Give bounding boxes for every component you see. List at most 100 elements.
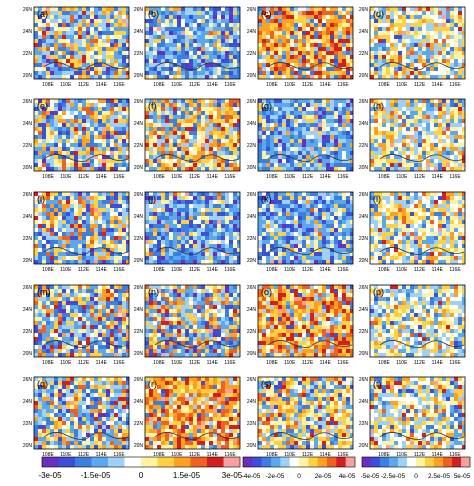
lon-tick-label: 116E <box>337 174 349 180</box>
lon-tick-label: 110E <box>171 82 183 88</box>
map-panel-h: (h) 26N 24N 22N 20N 108E 110E 112E 114E 116E <box>359 98 466 180</box>
coastline <box>43 432 129 440</box>
lat-tick-label: 22N <box>359 421 369 427</box>
lon-tick-label: 112E <box>78 174 90 180</box>
colorbar-swatch <box>157 457 175 467</box>
lat-tick-label: 24N <box>247 29 257 35</box>
map-panel-d: (d) 26N 24N 22N 20N 108E 110E 112E 114E 116E <box>359 6 466 88</box>
lon-tick-label: 112E <box>414 267 426 273</box>
lon-tick-label: 110E <box>60 267 72 273</box>
lon-tick-label: 108E <box>42 267 54 273</box>
lon-tick-label: 112E <box>189 174 201 180</box>
colorbar-swatch <box>108 457 125 467</box>
lon-tick-label: 116E <box>449 360 461 366</box>
lat-tick-label: 20N <box>134 258 144 264</box>
coastline <box>267 247 353 255</box>
coastline <box>379 340 465 348</box>
lat-tick-label: 26N <box>134 99 144 105</box>
colorbar-tick-label: 0 <box>414 473 418 480</box>
coastline <box>154 247 240 255</box>
lat-tick-label: 22N <box>247 236 257 242</box>
lon-tick-label: 112E <box>414 174 426 180</box>
lon-tick-label: 116E <box>337 452 349 458</box>
lat-tick-label: 26N <box>359 377 369 383</box>
colorbar-cb1: -3e-05 -1.5e-05 0 1.5e-05 3e-05 <box>38 456 243 480</box>
panel-label: (h) <box>373 101 384 111</box>
colorbar-swatch <box>327 457 337 467</box>
lat-tick-label: 26N <box>134 7 144 13</box>
lat-tick-label: 24N <box>359 307 369 313</box>
lon-tick-label: 112E <box>414 360 426 366</box>
lat-tick-label: 22N <box>23 236 33 242</box>
lat-tick-label: 26N <box>247 377 257 383</box>
lat-tick-label: 22N <box>23 143 33 149</box>
colorbar-swatch <box>380 457 390 467</box>
lon-tick-label: 110E <box>396 452 408 458</box>
colorbar-swatch <box>58 457 76 467</box>
lon-tick-label: 116E <box>224 82 236 88</box>
lon-tick-label: 116E <box>449 174 461 180</box>
lon-tick-label: 108E <box>42 82 54 88</box>
field-map <box>34 7 129 79</box>
lat-tick-label: 22N <box>134 51 144 57</box>
lat-tick-label: 24N <box>359 399 369 405</box>
lon-tick-label: 108E <box>378 267 390 273</box>
field-map <box>145 285 240 357</box>
lon-tick-label: 114E <box>320 82 332 88</box>
lon-tick-label: 114E <box>207 452 219 458</box>
field-map <box>370 192 465 264</box>
lat-tick-label: 26N <box>134 192 144 198</box>
lat-tick-label: 26N <box>247 99 257 105</box>
panel-label: (t) <box>373 379 382 389</box>
lon-tick-label: 110E <box>171 174 183 180</box>
lat-tick-label: 20N <box>359 351 369 357</box>
lat-tick-label: 26N <box>247 7 257 13</box>
lon-tick-label: 112E <box>189 82 201 88</box>
lat-tick-label: 22N <box>247 421 257 427</box>
coastline <box>154 62 240 70</box>
lon-tick-label: 114E <box>320 174 332 180</box>
lat-tick-label: 22N <box>359 143 369 149</box>
lat-tick-label: 26N <box>23 7 33 13</box>
lon-tick-label: 114E <box>207 82 219 88</box>
lat-tick-label: 24N <box>359 214 369 220</box>
field-map <box>258 377 353 449</box>
colorbar-tick-label: 4e-05 <box>339 473 356 480</box>
lon-tick-label: 116E <box>224 452 236 458</box>
lat-tick-label: 22N <box>359 236 369 242</box>
lon-tick-label: 108E <box>266 360 278 366</box>
lat-tick-label: 20N <box>23 73 33 79</box>
colorbar-swatch <box>42 457 59 467</box>
lon-tick-label: 114E <box>96 174 108 180</box>
lon-tick-label: 116E <box>337 267 349 273</box>
field-map <box>145 192 240 264</box>
panel-label: (r) <box>148 379 157 389</box>
lon-tick-label: 108E <box>378 82 390 88</box>
lon-tick-label: 114E <box>207 174 219 180</box>
map-panel-g: (g) 26N 24N 22N 20N 108E 110E 112E 114E 116E <box>247 98 354 180</box>
lat-tick-label: 22N <box>134 421 144 427</box>
colorbar-swatch <box>299 457 309 467</box>
panel-label: (q) <box>37 379 48 389</box>
coastline <box>154 154 240 162</box>
lat-tick-label: 20N <box>23 443 33 449</box>
lon-tick-label: 112E <box>302 82 314 88</box>
map-panel-j: (j) 26N 24N 22N 20N 108E 110E 112E 114E 116E <box>134 191 241 273</box>
lat-tick-label: 20N <box>359 258 369 264</box>
lat-tick-label: 24N <box>23 307 33 313</box>
lat-tick-label: 20N <box>23 165 33 171</box>
lon-tick-label: 108E <box>153 174 165 180</box>
map-panel-l: (l) 26N 24N 22N 20N 108E 110E 112E 114E 116E <box>359 191 466 273</box>
field-map <box>370 7 465 79</box>
lat-tick-label: 20N <box>23 351 33 357</box>
panel-label: (a) <box>37 9 48 19</box>
lat-tick-label: 22N <box>134 143 144 149</box>
lon-tick-label: 112E <box>414 452 426 458</box>
colorbar-tick-label: -4e-05 <box>242 473 261 480</box>
lat-tick-label: 22N <box>23 421 33 427</box>
lon-tick-label: 108E <box>266 174 278 180</box>
lon-tick-label: 108E <box>153 82 165 88</box>
lon-tick-label: 116E <box>113 82 125 88</box>
coastline <box>267 340 353 348</box>
lon-tick-label: 110E <box>284 452 296 458</box>
